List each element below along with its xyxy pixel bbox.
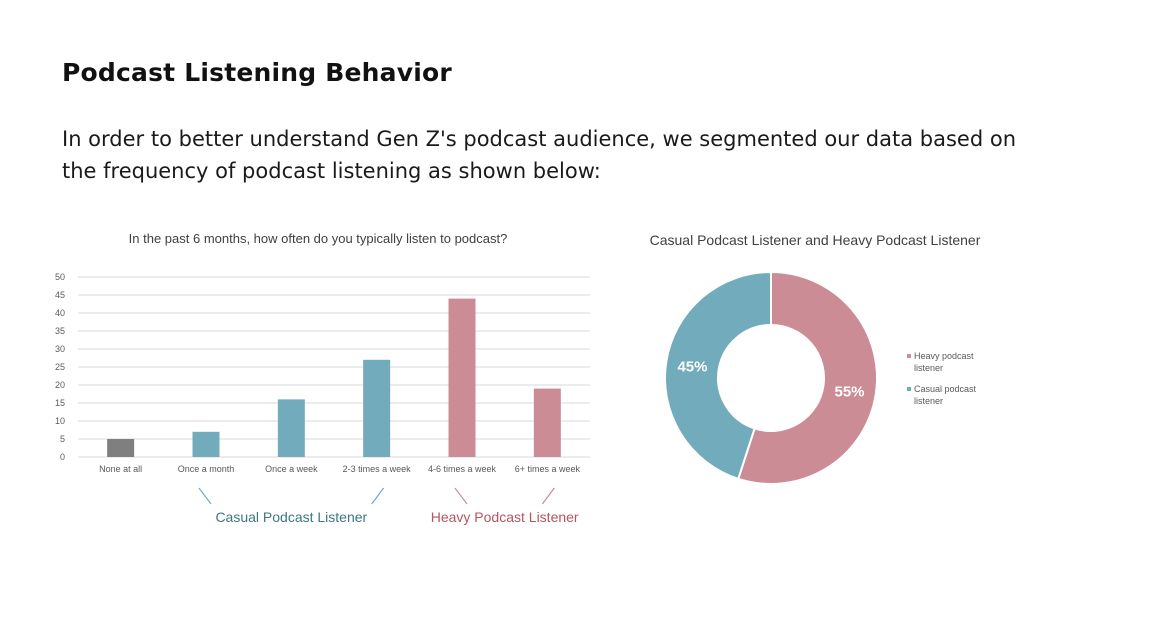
y-tick-label: 35 — [55, 326, 65, 336]
segment-group-label: Heavy Podcast Listener — [431, 509, 579, 525]
bar-chart-title: In the past 6 months, how often do you t… — [129, 231, 508, 246]
x-tick-label: Once a week — [265, 464, 318, 474]
donut-slice — [664, 270, 772, 481]
x-tick-label: 6+ times a week — [515, 464, 581, 474]
legend-label: Casual podcast listener — [914, 384, 977, 406]
y-tick-label: 10 — [55, 416, 65, 426]
group-bracket-line — [541, 487, 555, 505]
donut-value-label: 55% — [835, 383, 865, 400]
donut-value-label: 45% — [677, 359, 707, 376]
y-tick-label: 50 — [55, 272, 65, 282]
y-tick-label: 30 — [55, 344, 65, 354]
group-bracket-line — [198, 487, 212, 505]
x-tick-label: None at all — [99, 464, 142, 474]
group-bracket-line — [371, 487, 385, 505]
y-tick-label: 40 — [55, 308, 65, 318]
listener-share-donut-chart: Casual Podcast Listener and Heavy Podcas… — [650, 232, 981, 485]
y-tick-label: 25 — [55, 362, 65, 372]
bar-chart-segment-groups: Casual Podcast Listener Heavy Podcast Lis… — [198, 487, 579, 525]
bar — [448, 298, 476, 457]
y-tick-label: 0 — [60, 452, 65, 462]
x-tick-label: 4-6 times a week — [428, 464, 497, 474]
y-tick-label: 5 — [60, 434, 65, 444]
legend-swatch — [907, 354, 911, 358]
donut-slice — [736, 270, 878, 485]
page-title: Podcast Listening Behavior — [62, 58, 452, 87]
bar — [107, 439, 135, 457]
donut-slices: 55% 45% — [664, 270, 878, 485]
bar-chart-bars — [107, 298, 561, 457]
bar-chart-grid — [78, 276, 590, 458]
bar-chart-y-axis: 0 5 10 15 20 25 30 35 40 45 50 — [55, 272, 65, 462]
bar — [192, 431, 220, 457]
x-tick-label: 2-3 times a week — [343, 464, 412, 474]
segment-group-label: Casual Podcast Listener — [215, 509, 367, 525]
donut-chart-title: Casual Podcast Listener and Heavy Podcas… — [650, 232, 981, 248]
y-tick-label: 20 — [55, 380, 65, 390]
y-tick-label: 45 — [55, 290, 65, 300]
legend-label: Heavy podcast listener — [914, 351, 974, 373]
bar — [277, 399, 305, 457]
x-tick-label: Once a month — [178, 464, 235, 474]
group-bracket-line — [454, 487, 468, 505]
bar — [533, 388, 561, 457]
frequency-bar-chart: In the past 6 months, how often do you t… — [55, 231, 590, 525]
donut-legend: Heavy podcast listener Casual podcast liste… — [907, 351, 977, 406]
bar — [363, 359, 391, 457]
legend-swatch — [907, 387, 911, 391]
intro-text: In order to better understand Gen Z's po… — [62, 127, 1017, 183]
bar-chart-x-axis: None at all Once a month Once a week 2-3 ti… — [99, 464, 580, 474]
y-tick-label: 15 — [55, 398, 65, 408]
